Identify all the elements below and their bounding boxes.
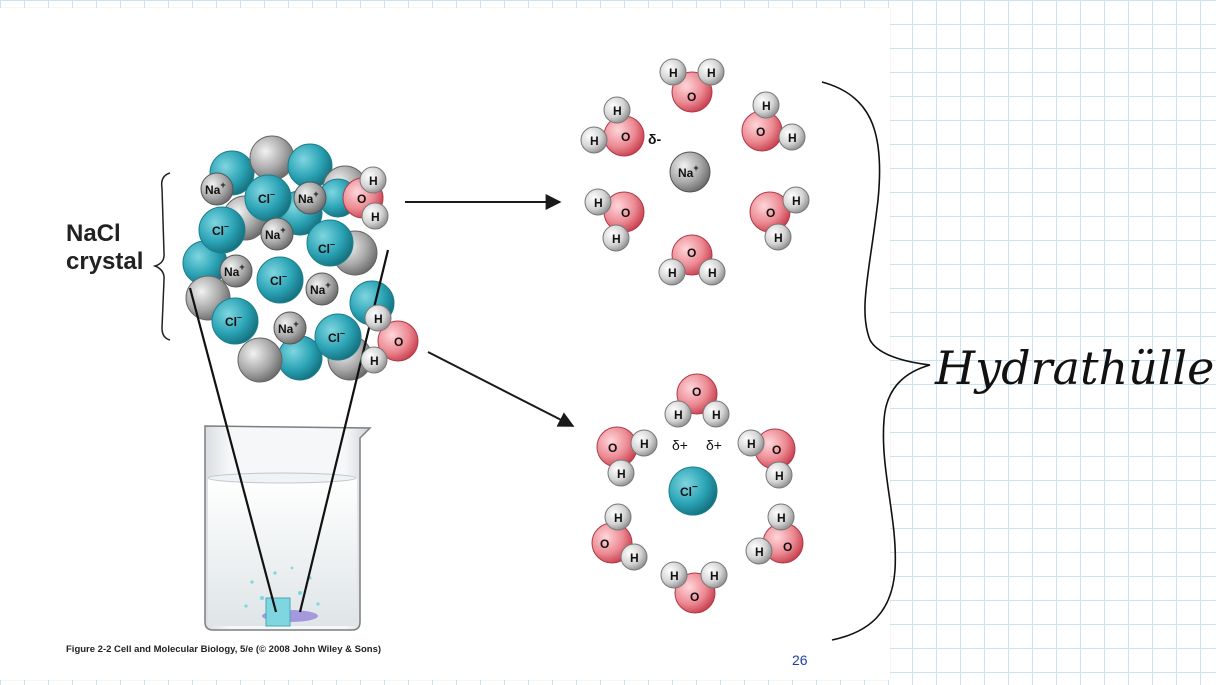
- ion-label-cl: Cl–: [328, 328, 345, 345]
- svg-text:O: O: [772, 443, 781, 457]
- svg-text:H: H: [668, 266, 677, 280]
- figure-caption: Figure 2-2 Cell and Molecular Biology, 5…: [66, 644, 382, 655]
- svg-text:O: O: [608, 441, 617, 455]
- svg-text:O: O: [756, 125, 765, 139]
- svg-text:H: H: [762, 99, 771, 113]
- svg-text:H: H: [617, 467, 626, 481]
- water-molecule: O H H: [596, 426, 658, 487]
- svg-text:H: H: [674, 408, 683, 422]
- partial-charge-delta-minus: δ-: [648, 131, 661, 147]
- nacl-label-line: crystal: [66, 248, 144, 275]
- hydration-diagram: Na+ Na+ Na+ Na+ Na+ Na+ Cl– Cl– Cl– Cl– …: [152, 58, 810, 631]
- dissolving-crystal: [244, 566, 320, 627]
- water-molecule: O H H: [591, 503, 648, 571]
- svg-text:H: H: [371, 210, 380, 224]
- svg-text:H: H: [612, 232, 621, 246]
- ion-label-na: Na+: [205, 180, 226, 197]
- svg-text:H: H: [775, 469, 784, 483]
- water-molecule: O H H: [737, 428, 796, 489]
- svg-text:H: H: [792, 194, 801, 208]
- svg-text:H: H: [613, 104, 622, 118]
- svg-text:H: H: [788, 131, 797, 145]
- chloride-ion-label: Cl−: [680, 482, 698, 499]
- water-molecule: O H H: [745, 503, 804, 565]
- arrow-to-chloride-shell: [427, 351, 575, 427]
- water-molecule: O H H: [659, 58, 725, 113]
- svg-text:O: O: [766, 206, 775, 220]
- water-molecule: O H H: [660, 561, 728, 614]
- sodium-ion-label: Na+: [678, 163, 699, 180]
- ion-label-na: Na+: [310, 280, 331, 297]
- partial-charge-delta-plus: δ+: [672, 437, 688, 453]
- chloride-hydration-shell: Cl− δ+ δ+ O H H O H H: [591, 373, 804, 614]
- svg-text:H: H: [590, 134, 599, 148]
- ion-label-cl: Cl–: [225, 312, 242, 329]
- ion-label-na: Na+: [265, 225, 286, 242]
- svg-text:H: H: [640, 437, 649, 451]
- svg-text:H: H: [614, 511, 623, 525]
- svg-text:H: H: [755, 545, 764, 559]
- svg-text:O: O: [357, 192, 366, 206]
- svg-text:H: H: [369, 174, 378, 188]
- chloride-ion: [668, 466, 718, 516]
- nacl-crystal-label: NaCl crystal: [66, 220, 143, 276]
- svg-text:O: O: [621, 130, 630, 144]
- svg-text:H: H: [777, 511, 786, 525]
- slide: Na+ Na+ Na+ Na+ Na+ Na+ Cl– Cl– Cl– Cl– …: [0, 8, 890, 680]
- ion-label-na: Na+: [224, 262, 245, 279]
- water-molecule: O H H: [360, 304, 419, 374]
- svg-text:O: O: [690, 590, 699, 604]
- svg-text:O: O: [687, 90, 696, 104]
- handwritten-brace: [821, 81, 931, 641]
- svg-text:H: H: [594, 196, 603, 210]
- page-number: 26: [792, 652, 808, 668]
- water-molecule: O H H: [741, 91, 806, 152]
- svg-text:H: H: [669, 66, 678, 80]
- svg-text:H: H: [747, 437, 756, 451]
- handwritten-word: Hydrathülle: [934, 341, 1214, 395]
- water-molecule: O H H: [658, 234, 726, 286]
- svg-text:H: H: [708, 266, 717, 280]
- sodium-ion: [669, 151, 711, 193]
- svg-text:H: H: [670, 569, 679, 583]
- sodium-hydration-shell: Na+ O H H O H H δ-: [580, 58, 810, 286]
- ion-label-cl: Cl–: [318, 239, 335, 256]
- nacl-label-line: NaCl: [66, 220, 121, 247]
- ion-label-cl: Cl–: [212, 221, 229, 238]
- svg-text:H: H: [370, 354, 379, 368]
- svg-text:O: O: [394, 335, 403, 349]
- water-molecule: O H H: [664, 373, 730, 428]
- svg-text:O: O: [783, 540, 792, 554]
- svg-text:H: H: [710, 569, 719, 583]
- ion-label-na: Na+: [298, 189, 319, 206]
- svg-text:H: H: [712, 408, 721, 422]
- ion-label-cl: Cl–: [258, 189, 275, 206]
- svg-text:H: H: [774, 231, 783, 245]
- svg-text:O: O: [621, 206, 630, 220]
- svg-text:H: H: [374, 312, 383, 326]
- water-molecule: O H H: [580, 96, 645, 157]
- ion-label-na: Na+: [278, 319, 299, 336]
- svg-text:O: O: [600, 537, 609, 551]
- svg-text:O: O: [687, 246, 696, 260]
- water-molecule: O H H: [584, 188, 645, 252]
- nacl-crystal: Na+ Na+ Na+ Na+ Na+ Na+ Cl– Cl– Cl– Cl– …: [182, 135, 395, 383]
- svg-text:H: H: [707, 66, 716, 80]
- beaker: [204, 425, 372, 631]
- ion-label-cl: Cl–: [270, 271, 287, 288]
- crystal-brace: [152, 172, 171, 341]
- water-molecule: O H H: [342, 166, 389, 230]
- partial-charge-delta-plus: δ+: [706, 437, 722, 453]
- water-molecule: O H H: [749, 186, 810, 251]
- svg-text:H: H: [630, 551, 639, 565]
- svg-text:O: O: [692, 385, 701, 399]
